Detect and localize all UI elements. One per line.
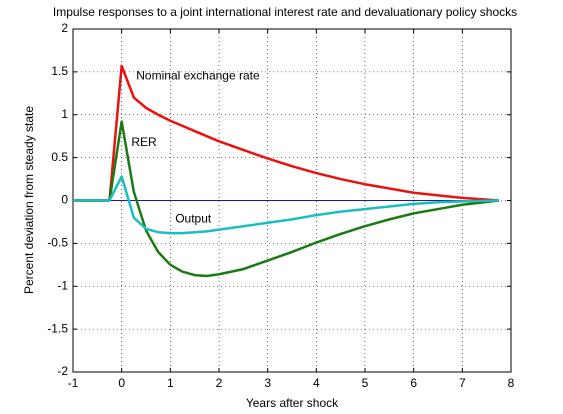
y-tick-label: -1 (57, 278, 68, 292)
y-tick-label: -0.5 (47, 236, 68, 250)
x-tick-label: 1 (167, 376, 174, 390)
x-tick-label: 0 (118, 376, 125, 390)
y-tick-label: 1.5 (51, 64, 68, 78)
y-axis-label: Percent deviation from steady state (22, 106, 36, 294)
x-tick-label: 2 (216, 376, 223, 390)
x-tick-label: 6 (410, 376, 417, 390)
y-tick-label: 0 (61, 193, 68, 207)
series-label: Output (175, 212, 212, 226)
series-line (73, 120, 499, 278)
x-tick-label: 4 (313, 376, 320, 390)
y-tick-label: 1 (61, 107, 68, 121)
y-tick-label: 0.5 (51, 150, 68, 164)
x-tick-label: 7 (459, 376, 466, 390)
x-tick-label: 8 (508, 376, 515, 390)
x-tick-label: -1 (68, 376, 79, 390)
y-tick-label: 2 (61, 21, 68, 35)
y-tick-label: -1.5 (47, 321, 68, 335)
series-label: Nominal exchange rate (136, 68, 260, 82)
series-label: RER (131, 135, 157, 149)
series-line (73, 175, 499, 235)
y-tick-label: -2 (57, 364, 68, 378)
x-tick-label: 3 (264, 376, 271, 390)
x-tick-label: 5 (362, 376, 369, 390)
series-line (73, 64, 499, 202)
chart-title: Impulse responses to a joint internation… (53, 5, 517, 19)
x-axis-label: Years after shock (246, 396, 339, 410)
